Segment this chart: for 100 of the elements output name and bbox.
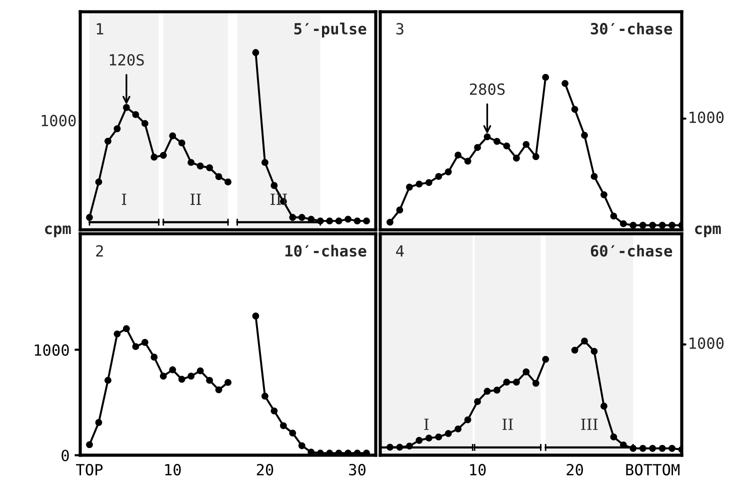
point (658, 222, 666, 229)
point (86, 214, 93, 221)
point (416, 436, 423, 444)
point (289, 430, 296, 437)
text: 3 (396, 23, 404, 35)
point (363, 217, 370, 224)
point (326, 217, 334, 224)
point (141, 120, 148, 127)
point (150, 354, 158, 361)
point (188, 372, 195, 380)
annotation: 280S (470, 83, 505, 95)
point (425, 434, 432, 442)
point (522, 140, 530, 148)
point (454, 152, 462, 159)
point (178, 376, 186, 383)
point (335, 217, 342, 224)
point (215, 386, 222, 394)
text: 10′-chase (286, 244, 366, 257)
chart-title: 60′-chase (590, 244, 672, 257)
point (610, 212, 618, 220)
point (649, 444, 656, 452)
point (542, 74, 550, 81)
point (169, 366, 176, 374)
point (454, 425, 462, 432)
point (484, 133, 491, 140)
point (261, 158, 268, 166)
point (542, 356, 550, 363)
point (512, 154, 520, 162)
point (261, 392, 268, 400)
point (532, 380, 540, 387)
point (344, 216, 352, 223)
text: 4 (396, 245, 404, 256)
text: 1 (96, 23, 104, 34)
text: 1000 (690, 112, 724, 124)
point (474, 398, 481, 406)
point (196, 162, 204, 170)
point (386, 218, 394, 226)
band-label: II (190, 194, 201, 205)
point (289, 214, 296, 221)
point (590, 348, 598, 355)
point (104, 376, 112, 384)
point (464, 158, 472, 165)
point (206, 164, 214, 172)
x-tick-label: 30 (349, 464, 366, 476)
chart-title: 30′-chase (590, 22, 672, 34)
band-label: III (581, 418, 598, 430)
point (668, 222, 676, 229)
point (114, 125, 121, 132)
point (406, 184, 413, 191)
point (493, 138, 500, 145)
point (435, 433, 442, 440)
point (270, 182, 278, 189)
point (196, 367, 204, 374)
point (252, 312, 260, 320)
point (298, 442, 306, 450)
point (122, 104, 130, 111)
point (396, 206, 404, 214)
point (668, 444, 676, 452)
x-tick-label: BOTTOM (626, 464, 680, 476)
point (503, 142, 510, 150)
point (522, 368, 530, 376)
band-label: II (502, 418, 513, 430)
point (503, 378, 510, 386)
point (104, 138, 112, 145)
point (86, 441, 93, 448)
point (512, 378, 520, 386)
point (620, 220, 627, 228)
point (532, 153, 540, 160)
point (224, 178, 232, 186)
y-axis-title: cpm (695, 225, 721, 238)
x-tick-label: TOP (76, 464, 103, 476)
x-tick-label: 20 (256, 464, 274, 476)
point (132, 111, 140, 118)
point (493, 386, 500, 394)
annotation: 120S (110, 54, 144, 66)
point (658, 444, 666, 452)
annotation: 2 (96, 245, 103, 256)
point (639, 222, 646, 229)
point (610, 433, 618, 440)
point (590, 172, 598, 180)
point (435, 172, 442, 180)
point (178, 139, 186, 146)
point (215, 173, 222, 180)
point (298, 214, 306, 221)
point (474, 144, 481, 151)
point (224, 378, 232, 386)
point (150, 154, 158, 161)
point (114, 330, 121, 338)
point (95, 419, 102, 426)
point (571, 106, 578, 113)
point (484, 388, 491, 395)
point (132, 343, 140, 350)
point (581, 338, 588, 345)
x-tick-label: 10 (165, 464, 181, 476)
point (464, 416, 472, 424)
point (280, 422, 287, 430)
point (581, 132, 588, 139)
point (600, 191, 608, 198)
point (444, 430, 452, 437)
x-tick-label: 10 (470, 464, 486, 476)
